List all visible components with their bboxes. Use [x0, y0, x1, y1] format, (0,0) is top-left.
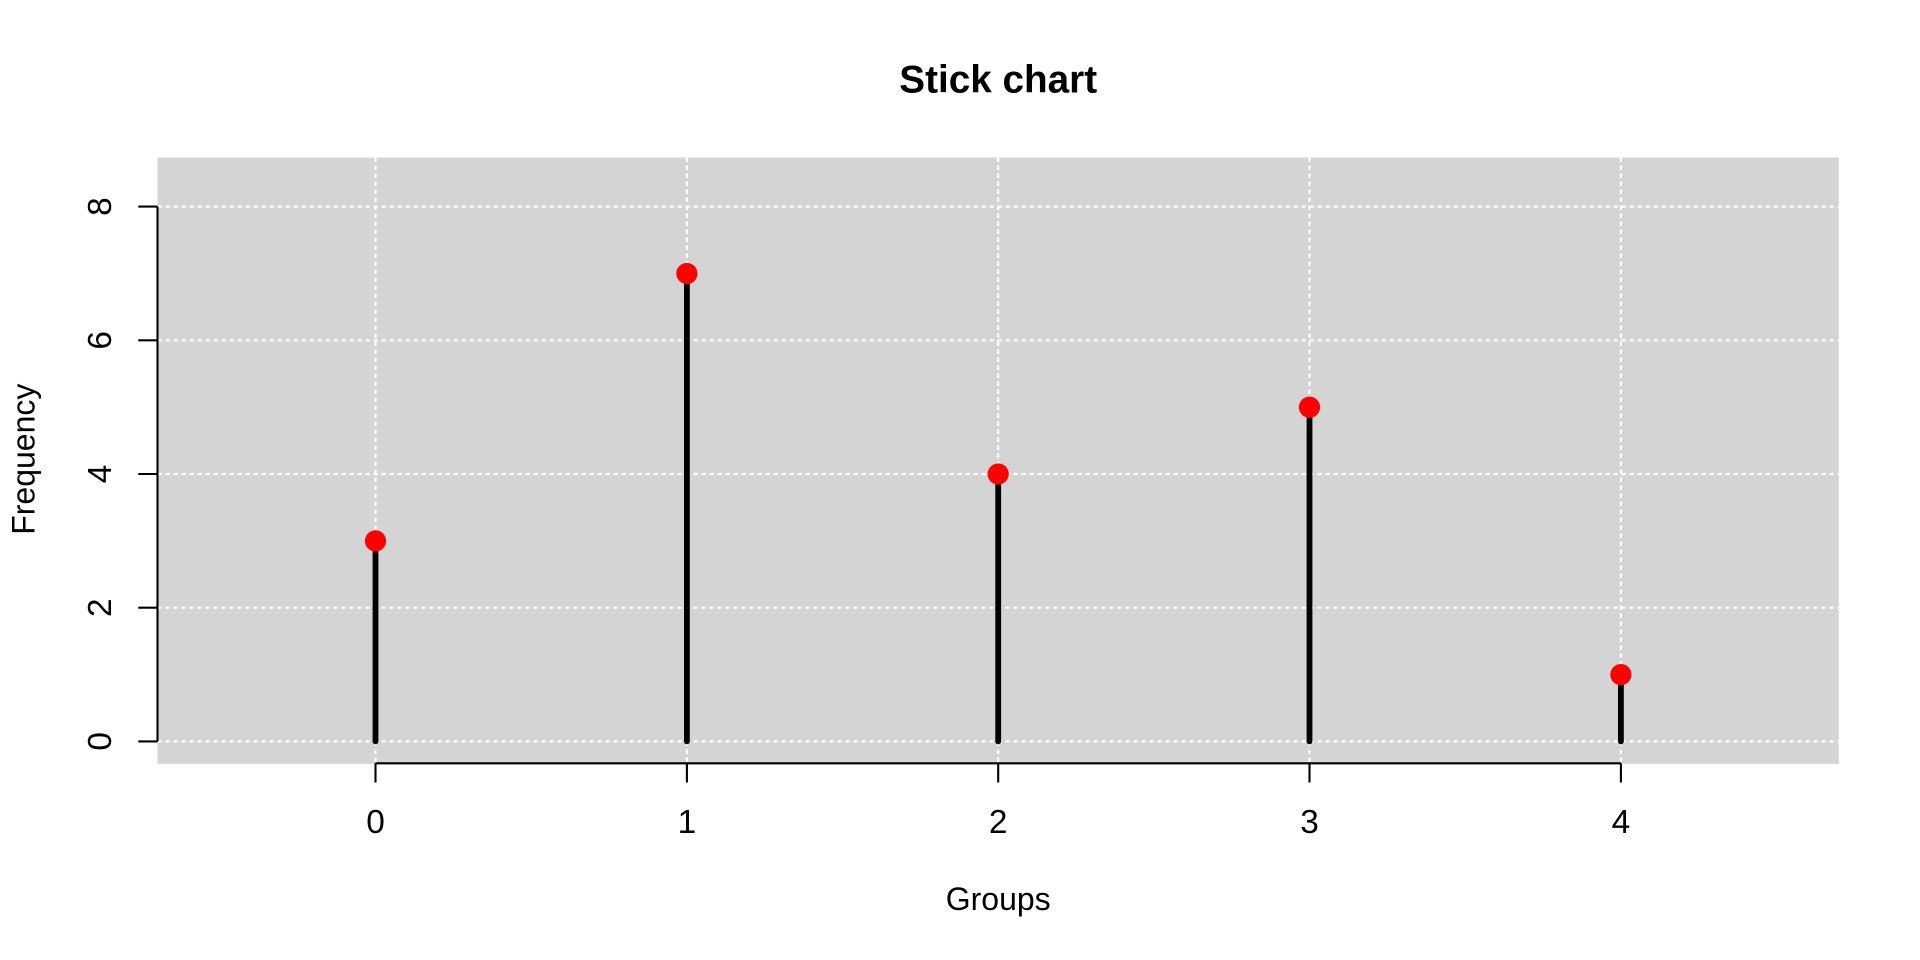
svg-text:3: 3 [1300, 804, 1319, 841]
svg-text:6: 6 [82, 331, 119, 350]
svg-text:2: 2 [82, 598, 119, 617]
svg-text:Stick chart: Stick chart [899, 59, 1097, 102]
svg-text:2: 2 [989, 804, 1008, 841]
svg-text:4: 4 [82, 465, 119, 484]
svg-text:Frequency: Frequency [6, 384, 42, 535]
svg-text:8: 8 [82, 197, 119, 216]
svg-text:Groups: Groups [946, 881, 1051, 917]
svg-text:1: 1 [678, 804, 697, 841]
svg-text:0: 0 [82, 732, 119, 751]
svg-text:4: 4 [1612, 804, 1631, 841]
svg-text:0: 0 [366, 804, 385, 841]
